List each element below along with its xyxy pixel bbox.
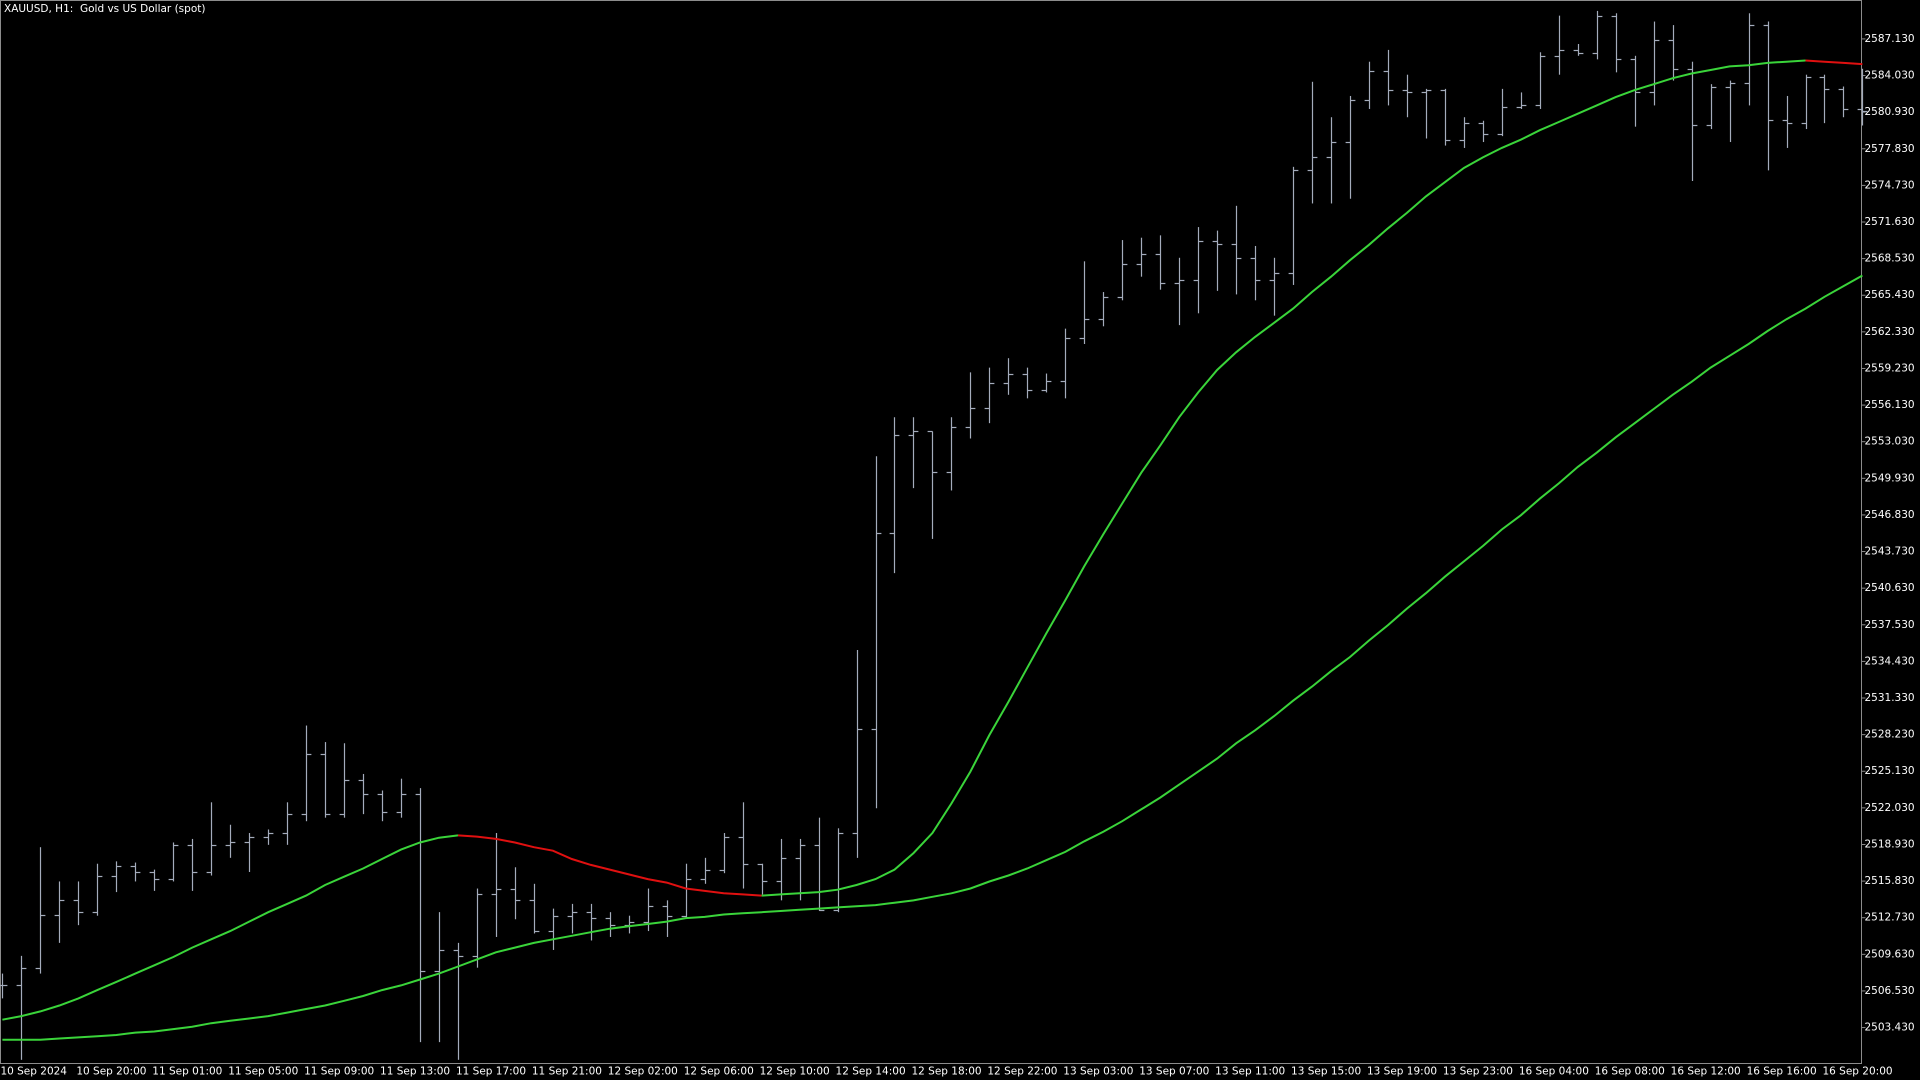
chart-title: XAUUSD, H1: Gold vs US Dollar (spot) xyxy=(4,3,205,15)
y-tick-label: 2512.730 xyxy=(1865,912,1915,924)
moving-average xyxy=(2,834,459,1021)
y-tick-label: 2559.230 xyxy=(1865,362,1915,374)
moving-average xyxy=(457,834,762,897)
x-tick-label: 11 Sep 05:00 xyxy=(228,1066,298,1078)
y-tick-label: 2562.330 xyxy=(1865,326,1915,338)
y-tick-label: 2580.930 xyxy=(1865,106,1915,118)
x-tick-label: 16 Sep 08:00 xyxy=(1595,1066,1665,1078)
y-tick-label: 2503.430 xyxy=(1865,1022,1915,1034)
x-tick-label: 13 Sep 11:00 xyxy=(1215,1066,1285,1078)
x-tick-label: 12 Sep 06:00 xyxy=(684,1066,754,1078)
y-tick-label: 2568.530 xyxy=(1865,253,1915,265)
y-tick-label: 2577.830 xyxy=(1865,143,1915,155)
y-tick-label: 2531.330 xyxy=(1865,692,1915,704)
x-tick-label: 12 Sep 10:00 xyxy=(760,1066,830,1078)
y-tick-label: 2571.630 xyxy=(1865,216,1915,228)
x-tick-label: 16 Sep 20:00 xyxy=(1822,1066,1892,1078)
y-tick-label: 2518.930 xyxy=(1865,838,1915,850)
y-tick-label: 2549.930 xyxy=(1865,472,1915,484)
y-tick-label: 2546.830 xyxy=(1865,509,1915,521)
y-tick-label: 2584.030 xyxy=(1865,70,1915,82)
y-tick-label: 2540.630 xyxy=(1865,582,1915,594)
x-tick-label: 10 Sep 20:00 xyxy=(76,1066,146,1078)
x-tick-label: 13 Sep 03:00 xyxy=(1063,1066,1133,1078)
y-tick-label: 2525.130 xyxy=(1865,765,1915,777)
x-tick-label: 13 Sep 23:00 xyxy=(1443,1066,1513,1078)
y-tick-label: 2587.130 xyxy=(1865,33,1915,45)
y-tick-label: 2528.230 xyxy=(1865,729,1915,741)
y-tick-label: 2556.130 xyxy=(1865,399,1915,411)
x-tick-label: 11 Sep 01:00 xyxy=(152,1066,222,1078)
moving-average xyxy=(1805,59,1863,66)
x-tick-label: 13 Sep 19:00 xyxy=(1367,1066,1437,1078)
x-tick-label: 12 Sep 14:00 xyxy=(836,1066,906,1078)
x-tick-label: 10 Sep 2024 xyxy=(0,1066,67,1078)
x-tick-label: 12 Sep 22:00 xyxy=(987,1066,1057,1078)
moving-average xyxy=(761,59,1806,897)
x-tick-label: 16 Sep 04:00 xyxy=(1519,1066,1589,1078)
y-tick-label: 2506.530 xyxy=(1865,985,1915,997)
x-tick-label: 13 Sep 07:00 xyxy=(1139,1066,1209,1078)
y-tick-label: 2509.630 xyxy=(1865,948,1915,960)
y-tick-label: 2543.730 xyxy=(1865,546,1915,558)
y-tick-label: 2534.430 xyxy=(1865,655,1915,667)
x-tick-label: 11 Sep 21:00 xyxy=(532,1066,602,1078)
y-tick-label: 2565.430 xyxy=(1865,289,1915,301)
x-tick-label: 13 Sep 15:00 xyxy=(1291,1066,1361,1078)
y-tick-label: 2537.530 xyxy=(1865,619,1915,631)
x-tick-label: 11 Sep 17:00 xyxy=(456,1066,526,1078)
y-tick-label: 2574.730 xyxy=(1865,179,1915,191)
y-tick-label: 2553.030 xyxy=(1865,436,1915,448)
x-tick-label: 16 Sep 12:00 xyxy=(1671,1066,1741,1078)
x-tick-label: 16 Sep 16:00 xyxy=(1747,1066,1817,1078)
plot-frame xyxy=(0,0,1862,1064)
x-tick-label: 11 Sep 13:00 xyxy=(380,1066,450,1078)
moving-average xyxy=(2,274,1863,1041)
x-tick-label: 12 Sep 02:00 xyxy=(608,1066,678,1078)
y-tick-label: 2515.830 xyxy=(1865,875,1915,887)
x-tick-label: 12 Sep 18:00 xyxy=(911,1066,981,1078)
y-tick-label: 2522.030 xyxy=(1865,802,1915,814)
x-tick-label: 11 Sep 09:00 xyxy=(304,1066,374,1078)
